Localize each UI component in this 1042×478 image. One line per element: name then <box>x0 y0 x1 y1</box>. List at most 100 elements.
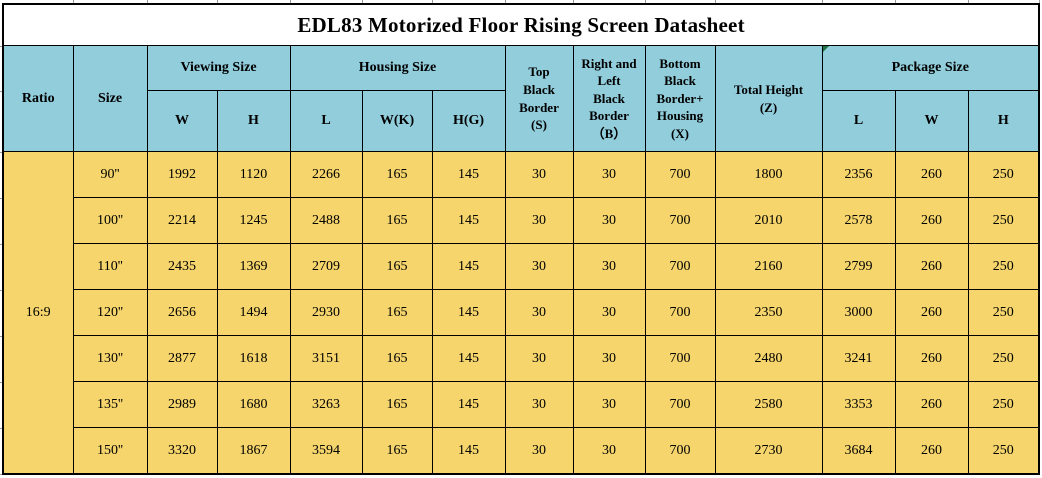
gridline-tick <box>715 0 716 3</box>
value-cell: 30 <box>504 427 574 475</box>
value-cell: 250 <box>967 427 1040 475</box>
col-header-bottom-black-border-housing: Bottom Black Border+ Housing (X) <box>644 45 716 152</box>
size-cell: 110'' <box>72 243 148 290</box>
value-cell: 250 <box>967 197 1040 244</box>
value-cell: 260 <box>894 289 969 336</box>
gridline-tick <box>0 152 2 153</box>
value-cell: 1867 <box>216 427 291 475</box>
value-cell: 30 <box>504 335 574 382</box>
value-cell: 1800 <box>714 151 823 198</box>
value-cell: 30 <box>504 243 574 290</box>
col-header-package-l: L <box>821 90 896 152</box>
value-cell: 30 <box>572 243 646 290</box>
table-row: 110'' 2435 1369 2709 165 145 30 30 700 2160 2799 26… <box>3 243 1040 290</box>
value-cell: 145 <box>431 427 506 475</box>
value-cell: 2356 <box>821 151 896 198</box>
gridline-tick <box>0 244 2 245</box>
value-cell: 165 <box>361 335 433 382</box>
value-cell: 1680 <box>216 381 291 428</box>
value-cell: 3241 <box>821 335 896 382</box>
value-cell: 3151 <box>289 335 363 382</box>
col-group-package-size-label: Package Size <box>891 60 969 75</box>
value-cell: 30 <box>572 381 646 428</box>
gridline-tick <box>362 0 363 3</box>
col-header-viewing-w: W <box>146 90 218 152</box>
value-cell: 1120 <box>216 151 291 198</box>
value-cell: 2930 <box>289 289 363 336</box>
value-cell: 30 <box>572 289 646 336</box>
value-cell: 30 <box>572 427 646 475</box>
gridline-tick <box>147 0 148 3</box>
value-cell: 145 <box>431 151 506 198</box>
value-cell: 700 <box>644 335 716 382</box>
value-cell: 145 <box>431 335 506 382</box>
value-cell: 260 <box>894 335 969 382</box>
col-header-housing-hg: H(G) <box>431 90 506 152</box>
gridline-tick <box>217 0 218 3</box>
value-cell: 260 <box>894 381 969 428</box>
value-cell: 3000 <box>821 289 896 336</box>
value-cell: 3263 <box>289 381 363 428</box>
value-cell: 30 <box>504 151 574 198</box>
value-cell: 2799 <box>821 243 896 290</box>
value-cell: 30 <box>572 151 646 198</box>
gridline-tick <box>1039 0 1040 3</box>
value-cell: 30 <box>504 289 574 336</box>
value-cell: 2488 <box>289 197 363 244</box>
col-header-housing-wk: W(K) <box>361 90 433 152</box>
value-cell: 3320 <box>146 427 218 475</box>
col-header-package-w: W <box>894 90 969 152</box>
value-cell: 3594 <box>289 427 363 475</box>
value-cell: 250 <box>967 335 1040 382</box>
value-cell: 3684 <box>821 427 896 475</box>
col-header-viewing-h: H <box>216 90 291 152</box>
gridline-tick <box>0 91 2 92</box>
value-cell: 30 <box>572 335 646 382</box>
value-cell: 165 <box>361 427 433 475</box>
value-cell: 260 <box>894 243 969 290</box>
value-cell: 1494 <box>216 289 291 336</box>
value-cell: 1618 <box>216 335 291 382</box>
value-cell: 165 <box>361 289 433 336</box>
gridline-tick <box>432 0 433 3</box>
table-row: 135'' 2989 1680 3263 165 145 30 30 700 2580 3353 26… <box>3 381 1040 428</box>
size-cell: 150'' <box>72 427 148 475</box>
value-cell: 250 <box>967 381 1040 428</box>
col-header-ratio: Ratio <box>2 45 74 152</box>
gridline-tick <box>505 0 506 3</box>
value-cell: 165 <box>361 381 433 428</box>
value-cell: 3353 <box>821 381 896 428</box>
title-row: EDL83 Motorized Floor Rising Screen Data… <box>2 3 1040 46</box>
col-group-housing-size: Housing Size <box>289 45 506 91</box>
value-cell: 2578 <box>821 197 896 244</box>
size-cell: 90'' <box>72 151 148 198</box>
gridline-tick <box>895 0 896 3</box>
gridline-tick <box>290 0 291 3</box>
gridline-tick <box>0 46 2 47</box>
gridline-tick <box>0 474 2 475</box>
value-cell: 2580 <box>714 381 823 428</box>
gridline-tick <box>0 198 2 199</box>
value-cell: 700 <box>644 381 716 428</box>
value-cell: 260 <box>894 427 969 475</box>
gridline-tick <box>573 0 574 3</box>
value-cell: 145 <box>431 381 506 428</box>
table-row: 150'' 3320 1867 3594 165 145 30 30 700 2730 3684 26… <box>3 427 1040 475</box>
value-cell: 145 <box>431 197 506 244</box>
value-cell: 700 <box>644 289 716 336</box>
value-cell: 2350 <box>714 289 823 336</box>
value-cell: 700 <box>644 151 716 198</box>
value-cell: 145 <box>431 243 506 290</box>
value-cell: 1992 <box>146 151 218 198</box>
gridline-tick <box>645 0 646 3</box>
error-indicator-icon <box>823 46 829 52</box>
col-header-size: Size <box>72 45 148 152</box>
ratio-cell: 16:9 <box>2 151 74 475</box>
value-cell: 165 <box>361 197 433 244</box>
value-cell: 165 <box>361 151 433 198</box>
size-cell: 135'' <box>72 381 148 428</box>
gridline-tick <box>968 0 969 3</box>
page-title: EDL83 Motorized Floor Rising Screen Data… <box>2 3 1040 46</box>
header-row-2: W H L W(K) H(G) L W H <box>3 90 1040 152</box>
table-row: 130'' 2877 1618 3151 165 145 30 30 700 2480 3241 26… <box>3 335 1040 382</box>
